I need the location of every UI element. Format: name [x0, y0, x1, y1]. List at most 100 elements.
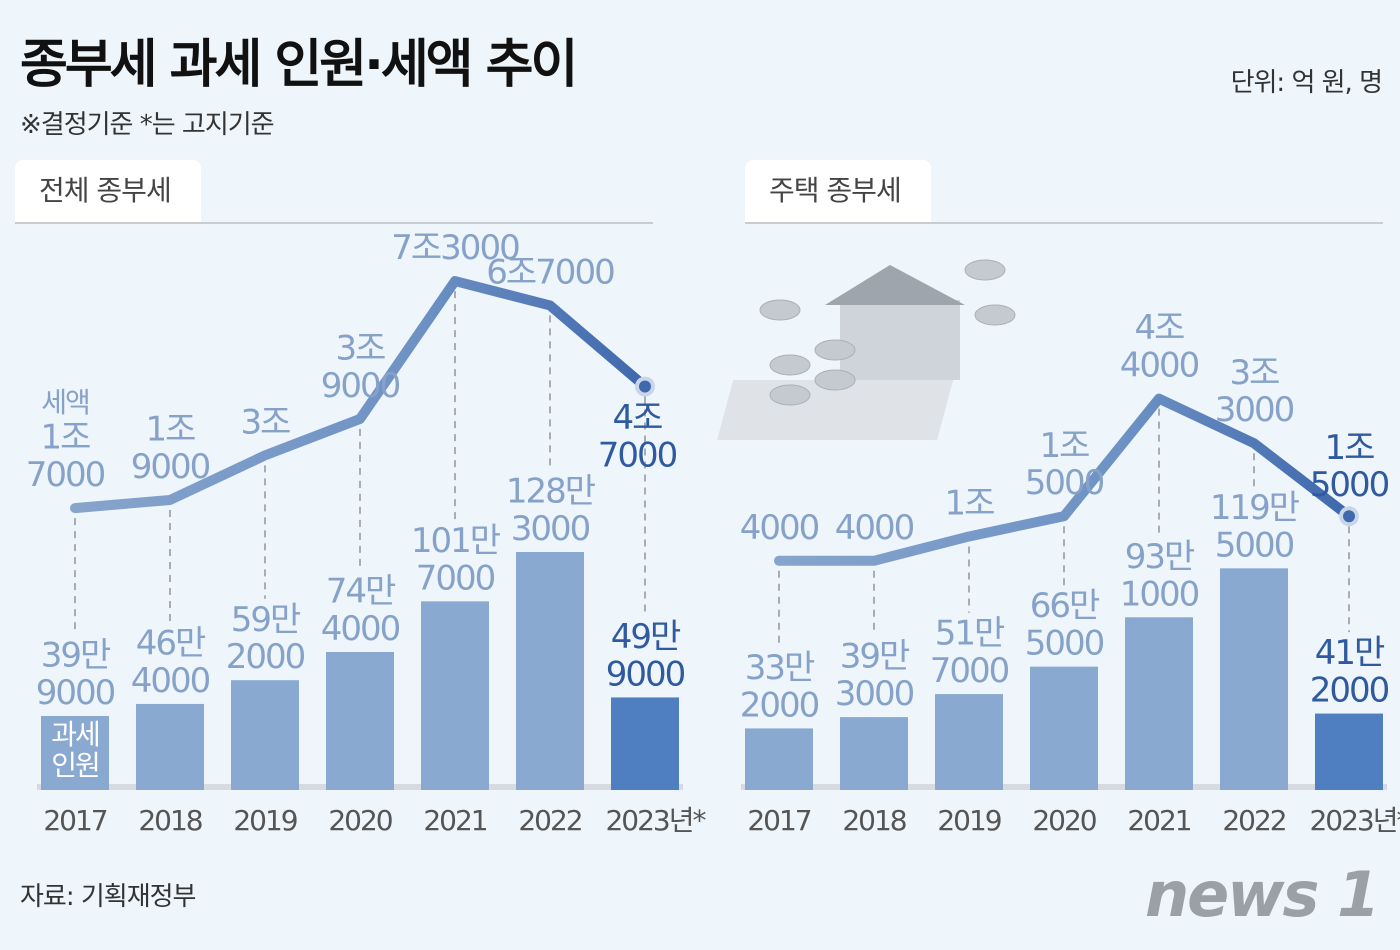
bar-label-line: 3000: [511, 509, 590, 549]
bar-label-line: 49만: [611, 617, 681, 657]
house-icon: [840, 300, 960, 380]
bar-label-line: 9000: [606, 654, 685, 694]
bar-label-line: 41만: [1315, 633, 1385, 673]
bar-label-line: 66만: [1030, 586, 1100, 626]
bar-label-line: 39만: [840, 637, 910, 677]
bar-label-line: 51만: [935, 614, 1005, 654]
coin-icon: [964, 259, 1006, 281]
tax-label: 1조 5000: [1025, 426, 1104, 503]
tax-label-line: 7조3000: [391, 228, 519, 268]
line-series-label: 세액: [41, 386, 89, 419]
bar-label-line: 2000: [1310, 671, 1389, 711]
bar-label-line: 4000: [321, 609, 400, 649]
x-tick-label: 2020: [328, 804, 391, 837]
bar-2017: [41, 715, 109, 790]
x-tick-label: 2023년*: [605, 804, 706, 837]
bar-2021: [1125, 617, 1193, 790]
bar-label: 39만 3000: [835, 637, 914, 714]
tax-label-line: 1조: [41, 418, 91, 458]
tax-label-line: 5000: [1025, 463, 1104, 503]
x-tick-label: 2017: [43, 804, 106, 837]
coin-icon: [769, 354, 811, 376]
bar-label-line: 46만: [136, 624, 206, 664]
line-series-label-line: 세액: [41, 386, 89, 419]
x-tick-label-line: 2022: [518, 804, 581, 837]
tax-label-line: 1조: [1325, 428, 1375, 468]
tax-label-line: 5000: [1310, 465, 1389, 505]
bar-label-line: 2000: [226, 637, 305, 677]
bar-label-line: 5000: [1025, 624, 1104, 664]
source: 자료: 기획재정부: [20, 882, 196, 912]
tax-label-line: 3000: [1215, 390, 1294, 430]
tax-label: 6조7000: [486, 252, 614, 292]
x-tick-label: 2019: [937, 804, 1000, 837]
tax-line: [774, 393, 1354, 566]
tax-label: 4조 4000: [1120, 308, 1199, 385]
coin-icon: [814, 339, 856, 361]
x-tick-label-line: 2022: [1222, 804, 1285, 837]
tax-label-line: 4000: [1120, 346, 1199, 386]
end-marker: [1343, 510, 1355, 523]
bar-label-line: 93만: [1125, 537, 1195, 577]
x-tick-label-line: 2018: [138, 804, 201, 837]
x-tick-label-line: 2020: [328, 804, 391, 837]
bar-2021: [421, 601, 489, 790]
x-tick-label-line: 2021: [1127, 804, 1190, 837]
coin-icon: [974, 304, 1016, 326]
bar-label-line: 7000: [930, 651, 1009, 691]
bar-label: 128만 3000: [506, 472, 596, 549]
x-tick-label-line: 2023년*: [1309, 804, 1400, 837]
bar-2022: [1220, 568, 1288, 790]
bar-label-line: 39만: [41, 636, 111, 676]
x-tick-label-line: 2019: [233, 804, 296, 837]
bar-2018: [136, 703, 204, 790]
tax-label-line: 1조: [1040, 426, 1090, 466]
coin-icon: [769, 384, 811, 406]
bar-label: 49만 9000: [606, 617, 685, 694]
tax-label: 3조 3000: [1215, 353, 1294, 430]
tax-label-line: 7000: [26, 455, 105, 495]
divider: [745, 222, 1383, 224]
tax-label-line: 1조: [945, 483, 995, 523]
bar-label-line: 3000: [835, 674, 914, 714]
bar-label-line: 2000: [740, 685, 819, 725]
bar-label-line: 128만: [506, 472, 596, 512]
tax-label-line: 9000: [131, 447, 210, 487]
x-tick-label-line: 2018: [842, 804, 905, 837]
tax-label-line: 9000: [321, 366, 400, 406]
end-marker: [639, 380, 651, 393]
tax-label: 4조 7000: [598, 398, 677, 475]
bar-label-line: 5000: [1215, 525, 1294, 565]
bar-2023년*: [611, 697, 679, 790]
bar-label: 74만 4000: [321, 572, 400, 649]
coin-icon: [814, 369, 856, 391]
tax-label: 1조 7000: [26, 418, 105, 495]
bar-label: 119만 5000: [1210, 488, 1300, 565]
bar-label: 33만 2000: [740, 648, 819, 725]
bar-series-label-line: 과세: [51, 718, 99, 751]
divider: [15, 222, 653, 224]
bar-2020: [326, 651, 394, 790]
x-tick-label: 2019: [233, 804, 296, 837]
bar-2022: [516, 552, 584, 790]
panel-title-total: 전체 종부세: [15, 160, 201, 222]
tax-label-line: 4조: [613, 398, 663, 438]
panel-title-housing: 주택 종부세: [745, 160, 931, 222]
tax-label: 7조3000: [391, 228, 519, 268]
tax-label: 3조 9000: [321, 329, 400, 406]
bar-label-line: 101만: [411, 521, 501, 561]
tax-label: 1조 9000: [131, 410, 210, 487]
x-tick-label: 2022: [1222, 804, 1285, 837]
bar-2019: [935, 694, 1003, 790]
bar-label: 59만 2000: [226, 600, 305, 677]
bar-label: 66만 5000: [1025, 586, 1104, 663]
x-tick-label: 2023년*: [1309, 804, 1400, 837]
x-tick-label: 2018: [138, 804, 201, 837]
x-tick-label-line: 2017: [747, 804, 810, 837]
tax-label-line: 4000: [740, 508, 819, 548]
x-tick-label-line: 2019: [937, 804, 1000, 837]
bar-2018: [840, 717, 908, 790]
tax-label: 4000: [835, 508, 914, 548]
